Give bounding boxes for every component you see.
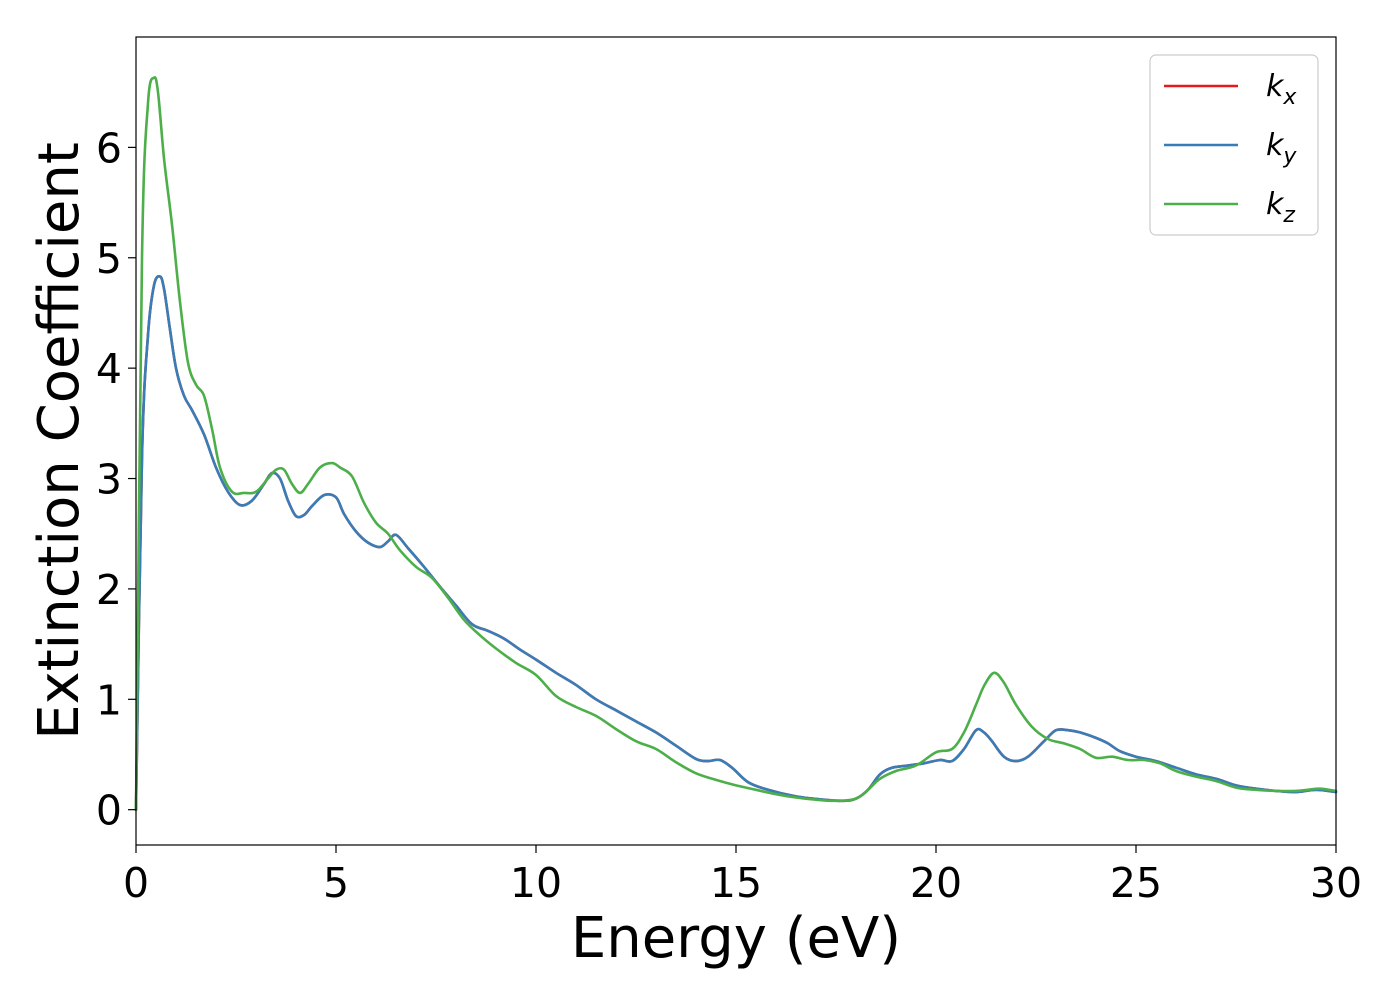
series-line-x [134,275,1338,811]
x-tick-label: 20 [910,859,962,907]
legend-label-z: kz [1266,187,1295,228]
x-tick-label: 5 [323,859,349,907]
y-axis-title: Extinction Coefficient [27,142,92,740]
series-line-z [134,76,1338,811]
ticks-layer: 0 5 10 15 20 25 30 0 1 2 3 4 5 6 [96,124,1362,907]
y-tick-label: 6 [96,124,122,172]
y-tick-label: 4 [96,345,122,393]
legend-label-y: ky [1266,128,1297,169]
x-tick-label: 0 [123,859,149,907]
y-tick-label: 3 [96,456,122,504]
series-line-y [134,275,1338,811]
y-tick-label: 1 [96,676,122,724]
y-tick-label: 2 [96,566,122,614]
series-layer [134,76,1338,811]
x-axis-title: Energy (eV) [571,906,901,971]
legend-label-x: kx [1266,69,1297,110]
x-tick-label: 30 [1310,859,1362,907]
legend: kx ky kz [1149,54,1319,236]
x-tick-label: 15 [710,859,762,907]
x-tick-label: 25 [1110,859,1162,907]
y-tick-label: 5 [96,235,122,283]
y-tick-label: 0 [96,787,122,835]
x-tick-label: 10 [510,859,562,907]
